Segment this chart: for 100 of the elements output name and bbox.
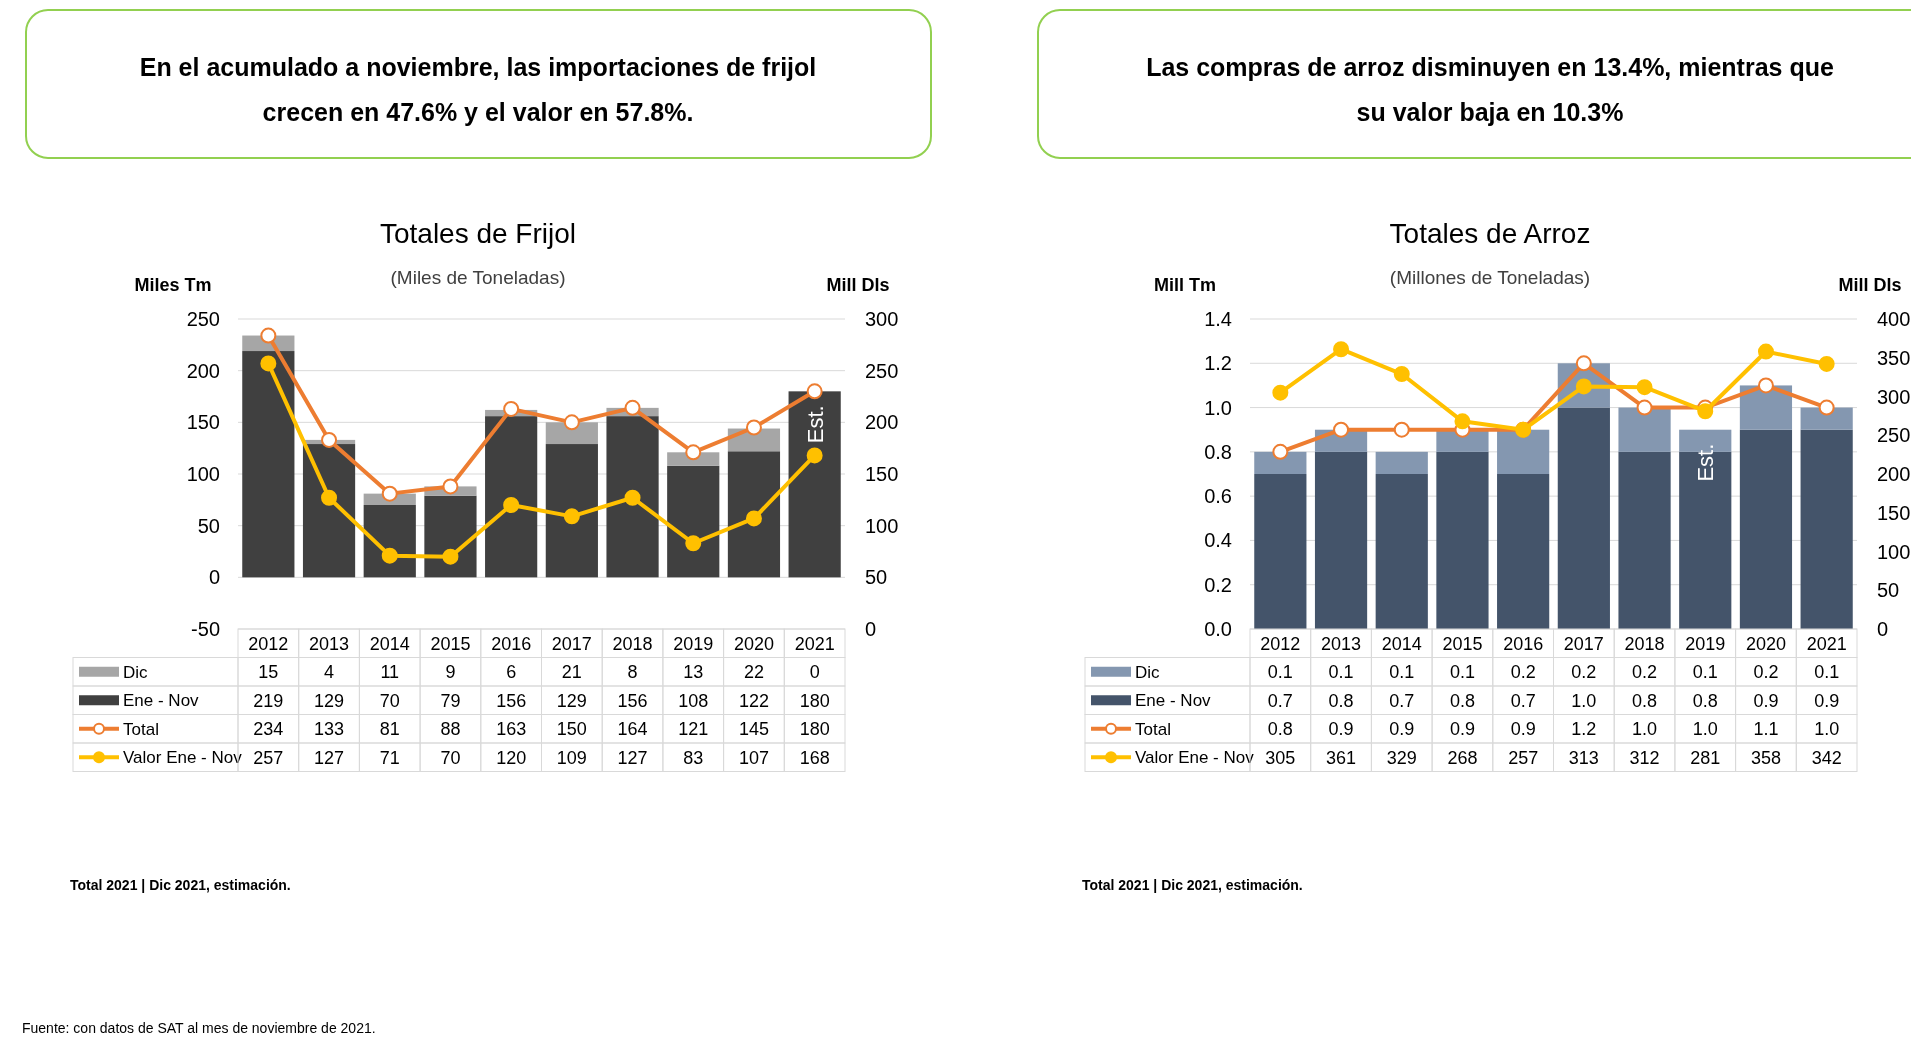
legend-label: Valor Ene - Nov	[1135, 748, 1255, 768]
data-label: 0.2	[1510, 662, 1536, 683]
data-label: 0.1	[1692, 662, 1718, 683]
data-label: 1.2	[1571, 719, 1597, 740]
y2-tick-label: 0	[865, 618, 877, 640]
point	[1333, 341, 1350, 358]
y2-tick-label: 350	[1877, 346, 1911, 369]
annotation: Est.	[802, 405, 828, 444]
data-label: 0.2	[1632, 662, 1658, 683]
x-tick-label: 2015	[430, 633, 471, 654]
y2-axis-title: Mill Dls	[1838, 275, 1902, 295]
point	[321, 431, 338, 448]
data-label: 0.1	[1267, 662, 1293, 683]
y2-tick-label: 250	[1877, 424, 1911, 447]
y-tick-label: 0.4	[1204, 529, 1232, 552]
data-label: 358	[1750, 747, 1781, 768]
x-tick-label: 2021	[794, 633, 835, 654]
data-label: 127	[617, 747, 648, 768]
data-label: 305	[1265, 747, 1296, 768]
x-tick-label: 2020	[733, 633, 774, 654]
bar	[1436, 451, 1489, 629]
data-label: 121	[678, 719, 709, 740]
annotation: Est.	[1693, 443, 1719, 482]
point	[381, 547, 398, 564]
data-label: 0.1	[1328, 662, 1354, 683]
legend-label: Ene - Nov	[1135, 691, 1212, 711]
bar	[1557, 407, 1610, 629]
chart-subtitle: (Millones de Toneladas)	[1389, 267, 1591, 288]
y-tick-label: 1.2	[1204, 352, 1232, 375]
point	[503, 497, 520, 513]
x-tick-label: 2014	[1381, 633, 1422, 654]
bar	[1254, 474, 1307, 629]
text: Total 2021 | Dic 2021, estimación.	[70, 877, 291, 893]
data-label: 156	[496, 690, 527, 711]
y2-tick-label: 300	[1877, 385, 1911, 408]
data-label: 127	[314, 747, 345, 768]
y-tick-label: -50	[191, 618, 220, 640]
bar	[1618, 407, 1671, 452]
bar	[1375, 474, 1428, 629]
data-label: 0.9	[1753, 690, 1779, 711]
data-label: 361	[1326, 747, 1357, 768]
y-tick-label: 1.0	[1204, 396, 1232, 419]
x-tick-label: 2018	[612, 633, 653, 654]
data-label: 6	[506, 662, 517, 683]
data-label: 0.2	[1753, 662, 1779, 683]
y2-tick-label: 300	[865, 308, 899, 330]
legend-label: Dic	[123, 662, 149, 682]
x-tick-label: 2012	[1260, 633, 1301, 654]
point	[1818, 355, 1835, 372]
data-label: 257	[1508, 747, 1539, 768]
bar	[302, 444, 356, 578]
bar	[1314, 451, 1368, 629]
x-tick-label: 2017	[1563, 633, 1604, 654]
point	[503, 400, 520, 417]
text: Total 2021 | Dic 2021, estimación.	[1082, 877, 1303, 893]
point	[685, 535, 702, 552]
y2-tick-label: 50	[865, 566, 888, 589]
data-label: 163	[496, 719, 527, 740]
point	[1272, 443, 1289, 460]
data-label: 0.9	[1389, 719, 1415, 740]
point	[806, 383, 823, 400]
point	[1272, 384, 1289, 401]
y-tick-label: 0.8	[1204, 440, 1232, 463]
y-tick-label: 100	[186, 463, 220, 485]
point	[685, 444, 702, 461]
point	[1454, 413, 1471, 430]
data-label: 0	[809, 662, 820, 683]
data-label: 79	[440, 690, 461, 711]
x-tick-label: 2018	[1624, 633, 1665, 654]
data-label: 83	[683, 747, 704, 768]
data-label: 0.7	[1510, 690, 1536, 711]
y-tick-label: 0.6	[1204, 485, 1232, 508]
point	[442, 478, 459, 495]
bar	[788, 391, 841, 578]
y2-tick-label: 0	[1877, 618, 1889, 640]
data-label: 1.0	[1814, 719, 1840, 740]
data-label: 257	[253, 747, 284, 768]
data-label: 11	[380, 662, 400, 683]
point	[624, 489, 641, 506]
y2-tick-label: 250	[865, 359, 899, 382]
point	[1818, 399, 1835, 416]
data-label: 22	[743, 662, 764, 683]
bar	[1739, 429, 1793, 629]
point	[1757, 343, 1774, 360]
bar	[1497, 474, 1550, 629]
bar	[727, 451, 781, 578]
text: Las compras de arroz disminuyen en 13.4%, mientras que su valor baja en 10.3%	[1146, 53, 1834, 126]
data-label: 0.1	[1389, 662, 1415, 683]
data-label: 1.0	[1692, 719, 1718, 740]
data-label: 0.8	[1692, 690, 1718, 711]
point	[624, 399, 641, 416]
point	[1575, 355, 1592, 372]
data-label: 0.7	[1267, 690, 1293, 711]
bar	[667, 465, 720, 578]
point	[381, 485, 398, 502]
y-tick-label: 50	[197, 514, 220, 537]
legend-label: Ene - Nov	[123, 691, 200, 711]
data-label: 0.2	[1571, 662, 1597, 683]
data-label: 313	[1568, 747, 1599, 768]
x-tick-label: 2017	[551, 633, 592, 654]
